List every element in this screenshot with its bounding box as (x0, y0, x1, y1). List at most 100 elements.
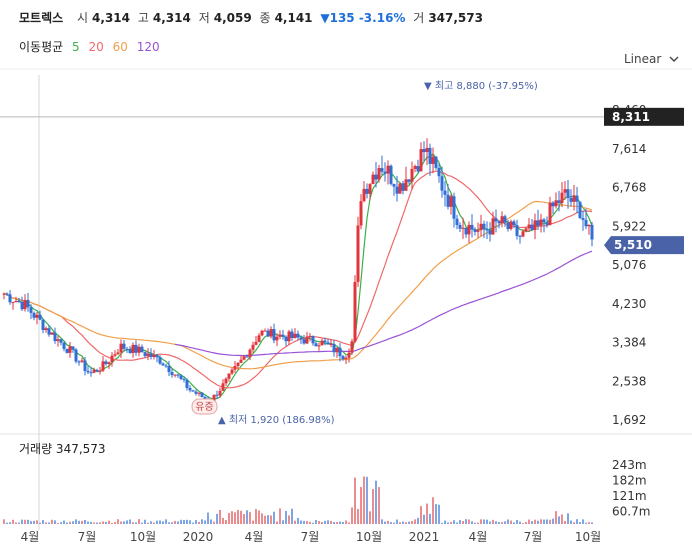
volume-bar (216, 513, 218, 524)
candle-body (416, 166, 420, 172)
candle-body (29, 307, 33, 313)
candle-body (245, 356, 249, 358)
volume-y-tick-label: 121m (612, 489, 647, 503)
volume-label: 거 (413, 11, 425, 25)
volume-bar (324, 520, 326, 524)
volume-bar (549, 519, 551, 524)
current-price-tag-box (604, 236, 684, 255)
volume-bar (210, 519, 212, 524)
volume-bar (306, 521, 308, 524)
volume-title: 거래량 347,573 (19, 442, 106, 456)
high-tag-box (604, 107, 684, 126)
x-tick-label: 10월 (575, 530, 601, 544)
volume-bar (402, 521, 404, 524)
ma20-line (3, 170, 593, 389)
volume-bar (9, 522, 11, 524)
volume-bar (486, 519, 488, 524)
candle-body (494, 218, 498, 222)
volume-bar (339, 521, 341, 524)
volume-bar (39, 522, 41, 524)
volume-bar (420, 506, 422, 524)
ma60-label: 60 (112, 40, 128, 54)
candle-body (443, 190, 447, 195)
candle-body (194, 391, 198, 394)
candle-body (191, 390, 195, 392)
ma60-line (3, 200, 593, 370)
candle-body (14, 300, 18, 303)
volume-bar (138, 519, 140, 524)
candle-body (92, 369, 96, 373)
volume-bar (111, 522, 113, 524)
volume-bar (153, 522, 155, 524)
ma20-label: 20 (88, 40, 104, 54)
volume-bar (444, 520, 446, 524)
volume-bar (141, 522, 143, 524)
scale-select[interactable]: Linear (624, 52, 679, 66)
candle-body (134, 344, 138, 353)
volume-bar (27, 519, 29, 524)
volume-bar (240, 510, 242, 524)
candle-body (8, 294, 12, 303)
volume-bar (492, 519, 494, 524)
volume-bar (171, 522, 173, 524)
candle-body (482, 223, 486, 230)
candle-body (5, 293, 9, 295)
volume-bar (183, 519, 185, 524)
volume-bar (60, 522, 62, 524)
volume-bar (414, 519, 416, 524)
candle-body (590, 224, 594, 240)
candle-body (467, 224, 471, 235)
volume-bar (450, 521, 452, 524)
candle-body (341, 356, 345, 360)
candle-body (512, 221, 516, 226)
volume-bar (99, 522, 101, 524)
event-badge (191, 398, 218, 415)
volume-bar (165, 519, 167, 524)
volume-bar (3, 519, 5, 524)
candle-body (89, 372, 93, 374)
volume-bar (456, 522, 458, 524)
volume-bar (87, 521, 89, 524)
candle-body (338, 347, 342, 357)
candle-body (476, 230, 480, 232)
candle-body (155, 354, 159, 358)
candle-body (77, 361, 81, 363)
volume-bar (570, 520, 572, 524)
volume-bar (237, 510, 239, 524)
candle-body (359, 201, 363, 226)
candle-body (524, 228, 528, 232)
volume-bar (63, 520, 65, 524)
volume-bar (18, 522, 20, 524)
candle-body (203, 397, 207, 399)
candle-body (419, 149, 423, 172)
candle-body (569, 197, 573, 202)
x-tick-label: 7월 (524, 530, 543, 544)
x-tick-label: 4월 (469, 530, 488, 544)
candle-body (485, 229, 489, 231)
volume-bar (519, 521, 521, 524)
volume-bar (231, 511, 233, 524)
volume-bar (558, 516, 560, 524)
volume-bar (375, 480, 377, 524)
stock-header: 모트렉스 시 4,314 고 4,314 저 4,059 종 4,141 ▼135 -3… (19, 9, 487, 26)
candle-body (470, 224, 474, 230)
volume-bar (393, 522, 395, 524)
candle-body (131, 344, 135, 354)
x-tick-label: 7월 (78, 530, 97, 544)
candle-body (188, 388, 192, 391)
volume-bar (480, 519, 482, 524)
candle-body (296, 333, 300, 338)
candle-body (344, 357, 348, 360)
volume-bar (408, 521, 410, 524)
volume-bar (348, 522, 350, 524)
volume-bar (462, 521, 464, 524)
candle-body (140, 346, 144, 353)
volume-bar (24, 519, 26, 524)
x-tick-label: 7월 (301, 530, 320, 544)
volume-bar (318, 521, 320, 524)
volume-bar (513, 522, 515, 524)
volume-bar (36, 520, 38, 524)
candle-body (587, 224, 591, 227)
y-tick-label: 5,076 (612, 258, 646, 272)
